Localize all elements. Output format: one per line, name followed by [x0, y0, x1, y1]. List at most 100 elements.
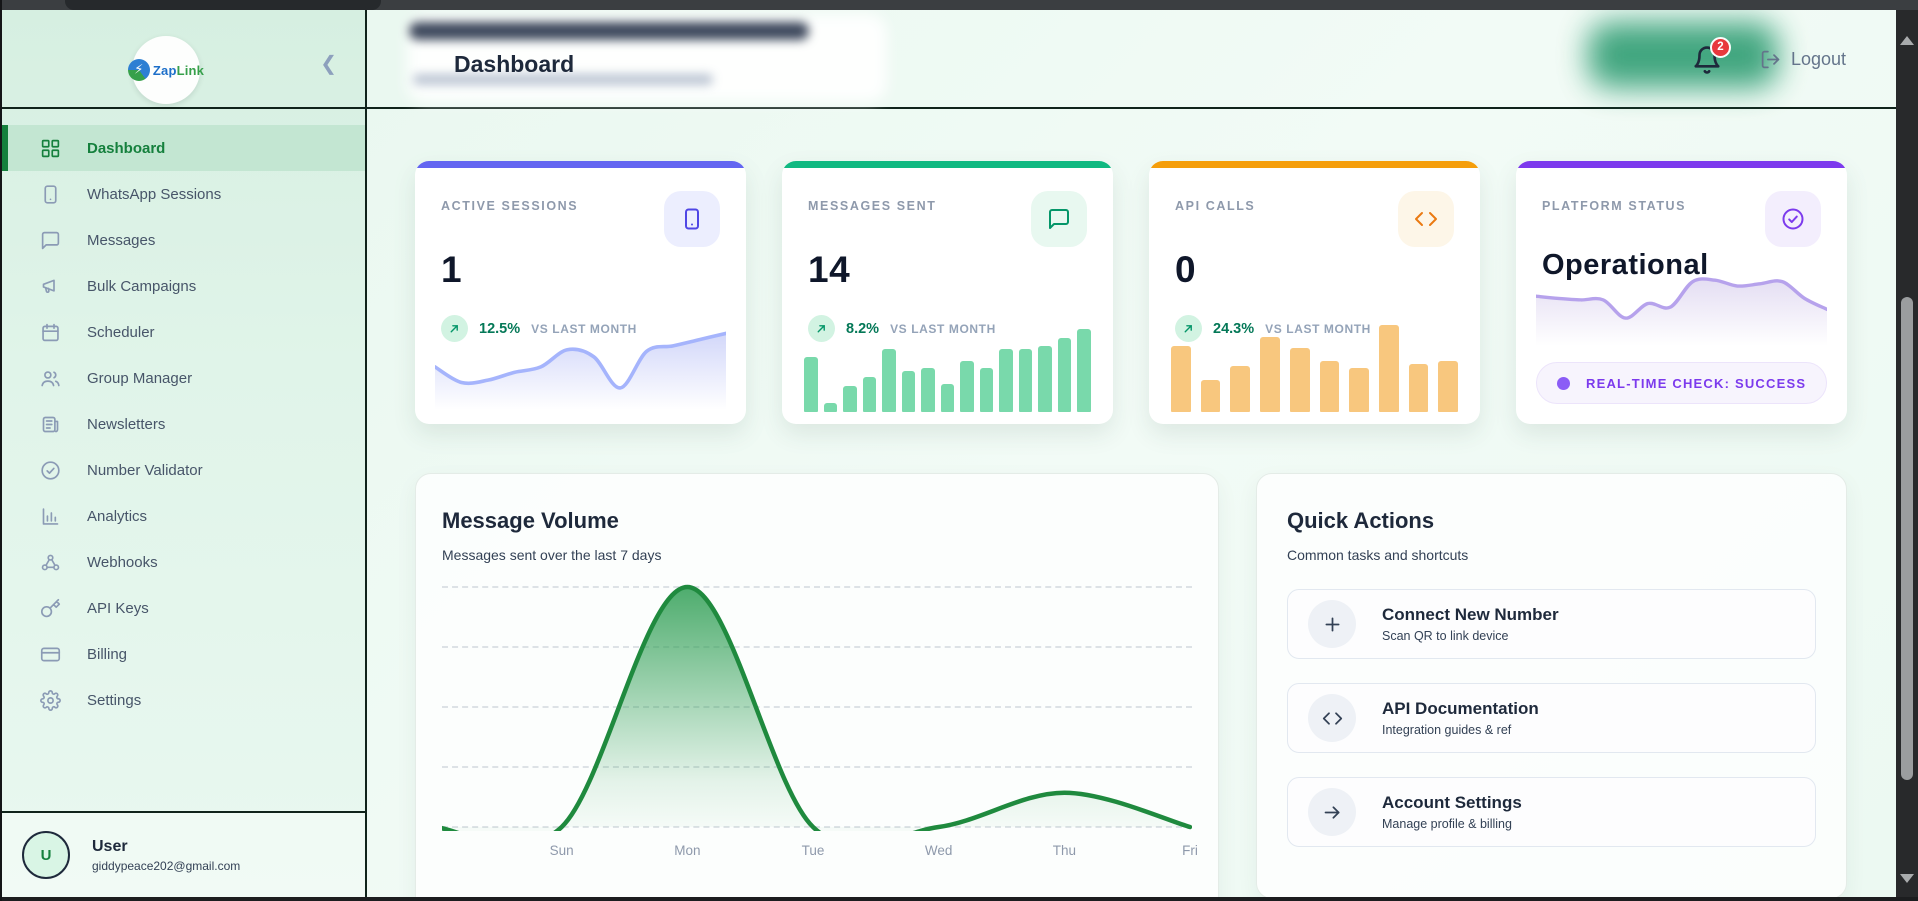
sidebar-item-label: Number Validator — [87, 461, 203, 479]
logout-icon — [1760, 49, 1781, 70]
x-axis-label-fri: Fri — [1182, 843, 1198, 858]
x-axis-label-sun: Sun — [549, 843, 574, 858]
key-icon — [40, 598, 61, 619]
logout-button[interactable]: Logout — [1760, 49, 1846, 70]
arrow-right-icon — [1308, 788, 1356, 836]
bar — [1260, 336, 1280, 412]
card-accent-bar — [415, 161, 746, 168]
stat-card-label: MESSAGES SENT — [808, 199, 937, 213]
sidebar-item-billing[interactable]: Billing — [2, 631, 365, 677]
quick-actions-panel: Quick Actions Common tasks and shortcuts… — [1256, 473, 1847, 897]
sidebar-item-label: Messages — [87, 231, 156, 249]
quick-action-connect-new-number[interactable]: Connect New Number Scan QR to link device — [1287, 589, 1816, 659]
quick-action-api-documentation[interactable]: API Documentation Integration guides & re… — [1287, 683, 1816, 753]
sidebar-item-newsletters[interactable]: Newsletters — [2, 401, 365, 447]
trend-percentage: 8.2% — [846, 320, 880, 337]
stat-card-platform-status: PLATFORM STATUS Operational REAL-TIME CHEC… — [1516, 161, 1847, 424]
scroll-down-arrow-icon[interactable] — [1900, 874, 1914, 883]
sidebar-item-messages[interactable]: Messages — [2, 217, 365, 263]
message-volume-title: Message Volume — [442, 508, 619, 533]
sidebar-item-group-manager[interactable]: Group Manager — [2, 355, 365, 401]
notification-bell-icon[interactable]: 2 — [1692, 36, 1731, 75]
sidebar-item-whatsapp-sessions[interactable]: WhatsApp Sessions — [2, 171, 365, 217]
trend-caption: VS LAST MONTH — [890, 321, 996, 336]
sidebar-user-box[interactable]: U User giddypeace202@gmail.com — [2, 811, 365, 897]
stat-card-label: ACTIVE SESSIONS — [441, 199, 579, 213]
blurred-welcome-subtext — [413, 74, 713, 85]
sidebar-nav: Dashboard WhatsApp Sessions Messages Bulk C… — [2, 125, 365, 723]
sidebar-collapse-button[interactable]: ❮︎ — [320, 53, 337, 75]
smartphone-icon — [664, 191, 720, 247]
bar — [1378, 324, 1399, 412]
gridline — [442, 586, 1192, 588]
sidebar-item-label: Newsletters — [87, 415, 166, 433]
message-volume-area — [442, 584, 1192, 831]
browser-top-edge — [0, 0, 1918, 10]
dashboard-content: ACTIVE SESSIONS 1 12.5% VS LAST MONTH MESSAG… — [367, 111, 1896, 897]
quick-action-subtitle: Manage profile & billing — [1382, 817, 1512, 831]
zaplink-logo-icon — [127, 59, 150, 81]
sidebar-item-dashboard[interactable]: Dashboard — [2, 125, 365, 171]
window-left-edge — [0, 0, 2, 901]
bar — [1200, 379, 1221, 412]
message-volume-x-axis: Sun Mon Tue Wed Thu Fri — [442, 839, 1198, 865]
trend-percentage: 12.5% — [479, 320, 521, 337]
sidebar-item-webhooks[interactable]: Webhooks — [2, 539, 365, 585]
bar — [1438, 361, 1459, 412]
scrollbar-thumb[interactable] — [1901, 297, 1913, 780]
sidebar-item-label: WhatsApp Sessions — [87, 185, 222, 203]
stat-card-api-calls: API CALLS 0 24.3% VS LAST MONTH — [1149, 161, 1480, 424]
sidebar-item-bulk-campaigns[interactable]: Bulk Campaigns — [2, 263, 365, 309]
scroll-up-arrow-icon[interactable] — [1900, 36, 1914, 45]
sidebar-item-scheduler[interactable]: Scheduler — [2, 309, 365, 355]
check-circle-icon — [1765, 191, 1821, 247]
sidebar-item-number-validator[interactable]: Number Validator — [2, 447, 365, 493]
bar — [823, 402, 838, 412]
quick-action-subtitle: Integration guides & ref — [1382, 723, 1512, 737]
sidebar-header: ZapLink ❮︎ — [2, 10, 365, 109]
trend-caption: VS LAST MONTH — [1265, 321, 1371, 336]
stat-card-bar-chart — [804, 320, 1091, 412]
quick-actions-subtitle: Common tasks and shortcuts — [1287, 547, 1469, 563]
browser-tab-edge — [65, 0, 381, 10]
message-volume-chart — [442, 581, 1192, 831]
stat-card-value: 14 — [808, 249, 851, 290]
sidebar-item-label: Group Manager — [87, 369, 193, 387]
realtime-status-badge: REAL-TIME CHECK: SUCCESS — [1536, 362, 1827, 404]
blurred-welcome-text — [409, 22, 809, 40]
stat-card-active-sessions: ACTIVE SESSIONS 1 12.5% VS LAST MONTH — [415, 161, 746, 424]
bar — [999, 349, 1013, 412]
bar — [1038, 345, 1052, 412]
sidebar-item-api-keys[interactable]: API Keys — [2, 585, 365, 631]
sidebar-item-analytics[interactable]: Analytics — [2, 493, 365, 539]
user-name: User — [92, 837, 128, 855]
bar — [882, 349, 896, 412]
vertical-scrollbar[interactable] — [1896, 10, 1918, 897]
sidebar-item-label: Scheduler — [87, 323, 155, 341]
x-axis-label-mon: Mon — [674, 843, 701, 858]
gridline — [442, 646, 1192, 648]
stat-card-messages-sent: MESSAGES SENT 14 8.2% VS LAST MONTH — [782, 161, 1113, 424]
bar — [1408, 364, 1429, 412]
stat-card-bar-chart — [1171, 320, 1459, 412]
chat-icon — [1031, 191, 1087, 247]
card-accent-bar — [1516, 161, 1847, 168]
quick-action-subtitle: Scan QR to link device — [1382, 629, 1509, 643]
newspaper-icon — [40, 414, 61, 435]
quick-actions-list: Connect New Number Scan QR to link device… — [1287, 589, 1816, 847]
quick-action-account-settings[interactable]: Account Settings Manage profile & billing — [1287, 777, 1816, 847]
blurred-action-button[interactable] — [1588, 22, 1778, 88]
stat-card-line-chart — [435, 318, 726, 410]
sidebar-item-settings[interactable]: Settings — [2, 677, 365, 723]
stat-card-value: 0 — [1175, 249, 1197, 290]
webhook-icon — [40, 552, 61, 573]
trend-up-icon — [808, 315, 835, 342]
calendar-icon — [40, 322, 61, 343]
bar — [1018, 349, 1033, 412]
sidebar-item-label: API Keys — [87, 599, 149, 617]
zaplink-logo: ZapLink — [127, 36, 204, 104]
stat-card-value: Operational — [1542, 249, 1709, 281]
sidebar-item-label: Webhooks — [87, 553, 158, 571]
notification-count-badge: 2 — [1709, 36, 1731, 58]
x-axis-label-thu: Thu — [1052, 843, 1076, 858]
